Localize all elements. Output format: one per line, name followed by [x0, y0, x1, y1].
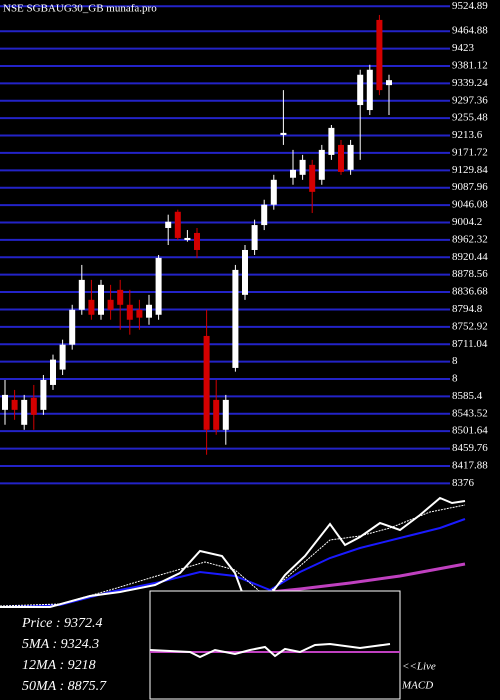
- candle-body: [59, 344, 66, 370]
- y-tick-label: 9213.6: [452, 129, 483, 141]
- y-tick-label: 9297.36: [452, 94, 488, 106]
- candle-body: [366, 69, 373, 111]
- y-tick-label: 8585.4: [452, 390, 483, 402]
- ma12-info: 12MA : 9218: [22, 658, 96, 673]
- y-tick-label: 8794.8: [452, 303, 483, 315]
- macd-live-label: <<Live: [402, 661, 436, 673]
- candle-body: [126, 304, 133, 320]
- candle-body: [261, 204, 268, 226]
- macd-label: MACD: [401, 680, 433, 692]
- candle-body: [376, 19, 383, 91]
- macd-frame: [149, 590, 401, 700]
- y-tick-label: 9423: [452, 42, 475, 54]
- macd-panel: [149, 590, 401, 700]
- y-tick-label: 8752.92: [452, 320, 488, 332]
- candle-body: [88, 299, 95, 315]
- candles: [2, 14, 392, 455]
- y-tick-label: 9087.96: [452, 181, 488, 193]
- ma50-info: 50MA : 8875.7: [22, 679, 107, 694]
- ma5-info: 5MA : 9324.3: [22, 637, 99, 652]
- candle-body: [213, 399, 220, 430]
- candle-body: [30, 397, 37, 415]
- candle-body: [270, 179, 277, 205]
- candle-body: [194, 232, 200, 250]
- candle-body: [2, 394, 8, 410]
- y-tick-label: 9339.24: [452, 77, 488, 89]
- candle-body: [328, 127, 335, 155]
- candle-body: [222, 399, 229, 430]
- candle-body: [21, 399, 28, 425]
- y-tick-label: 8711.04: [452, 338, 488, 350]
- candle-body: [251, 225, 258, 250]
- y-tick-label: 8417.88: [452, 459, 488, 471]
- grid: [0, 5, 450, 485]
- y-tick-label: 9129.84: [452, 164, 488, 176]
- y-tick-label: 9255.48: [452, 112, 488, 124]
- chart-title: NSE SGBAUG30_GB munafa.pro: [3, 3, 157, 15]
- tick-labels: 9524.89 9464.88 9423 9381.12 9339.24 9297.36 9…: [452, 0, 488, 489]
- macd-line: [149, 642, 391, 659]
- y-tick-label: 9004.2: [452, 216, 482, 228]
- price-info: Price : 9372.4: [21, 616, 102, 631]
- candle-body: [347, 144, 354, 170]
- candle-body: [203, 335, 210, 430]
- candle-body: [50, 359, 56, 385]
- candle-body: [338, 144, 344, 172]
- candle-body: [318, 149, 325, 180]
- y-tick-label: 8: [452, 355, 458, 367]
- candle-body: [174, 211, 181, 238]
- y-tick-label: 8501.64: [452, 425, 488, 437]
- y-tick-label: 8920.44: [452, 251, 488, 263]
- candle-body: [386, 80, 392, 86]
- candle-body: [155, 257, 162, 315]
- candle-body: [280, 132, 287, 135]
- candle-body: [78, 279, 85, 310]
- candle-body: [107, 299, 114, 310]
- y-tick-label: 8836.68: [452, 286, 488, 298]
- y-tick-label: 8376: [452, 477, 475, 489]
- y-tick-label: 8543.52: [452, 407, 488, 419]
- price-line: [0, 496, 466, 608]
- y-tick-label: 9381.12: [452, 60, 488, 72]
- candle-body: [290, 169, 296, 178]
- candle-body: [40, 379, 47, 410]
- candle-body: [136, 309, 143, 318]
- y-tick-label: 9171.72: [452, 146, 488, 158]
- candle-body: [165, 221, 172, 228]
- y-tick-label: 8459.76: [452, 442, 488, 454]
- candle-body: [299, 159, 306, 175]
- ma5-line: [0, 504, 466, 607]
- candle-body: [309, 164, 316, 192]
- candle-body: [184, 237, 191, 241]
- candle-body: [69, 309, 76, 345]
- candle-body: [232, 269, 239, 368]
- candle-body: [357, 74, 364, 106]
- y-tick-label: 9464.88: [452, 25, 488, 37]
- candle-body: [146, 304, 152, 318]
- y-tick-label: 9046.08: [452, 199, 488, 211]
- y-tick-label: 8: [452, 373, 458, 385]
- y-tick-label: 8962.32: [452, 233, 488, 245]
- ma12-line: [0, 518, 466, 608]
- candle-body: [242, 249, 248, 295]
- candle-body: [117, 289, 124, 305]
- y-tick-label: 8878.56: [452, 268, 488, 280]
- y-tick-label: 9524.89: [452, 0, 488, 12]
- candle-body: [98, 284, 104, 315]
- candle-body: [11, 399, 18, 410]
